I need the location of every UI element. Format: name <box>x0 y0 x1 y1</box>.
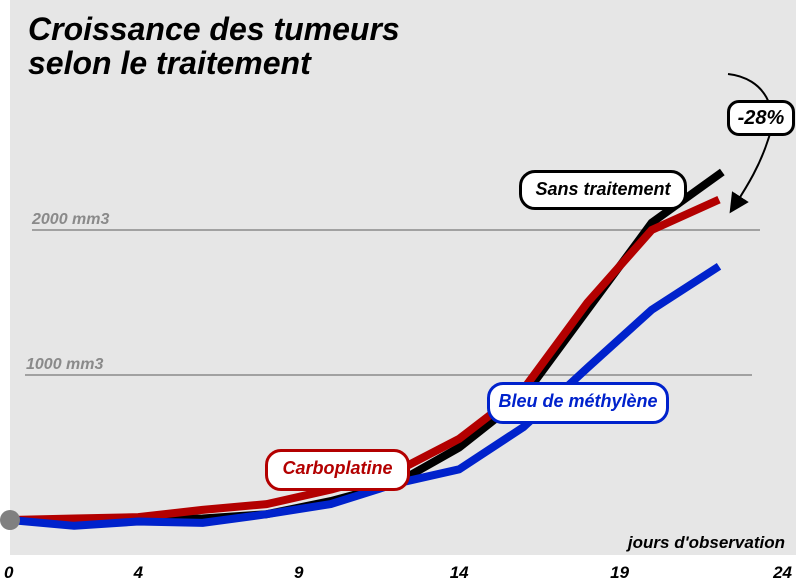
reduction-arrow <box>727 73 773 214</box>
chart-title: Croissance des tumeurs <box>28 11 400 47</box>
label-bleu-de-methylene: Bleu de méthylène <box>487 382 669 424</box>
x-tick-label: 14 <box>450 563 469 580</box>
reference-label-1000: 1000 mm3 <box>26 356 103 373</box>
x-tick-label: 0 <box>4 563 14 580</box>
chart-subtitle: selon le traitement <box>28 45 311 81</box>
label-carboplatine: Carboplatine <box>265 449 410 491</box>
origin-marker <box>0 510 20 530</box>
x-tick-label: 4 <box>133 563 144 580</box>
x-tick-label: 19 <box>610 563 629 580</box>
reference-label-2000: 2000 mm3 <box>31 211 109 228</box>
x-tick-label: 9 <box>294 563 304 580</box>
series-line-bleu-de-m-thyl-ne <box>9 262 722 530</box>
reduction-badge: -28% <box>727 100 795 136</box>
x-axis-label: jours d'observation <box>626 533 785 552</box>
x-tick-label: 24 <box>772 563 792 580</box>
label-sans-traitement: Sans traitement <box>519 170 687 210</box>
